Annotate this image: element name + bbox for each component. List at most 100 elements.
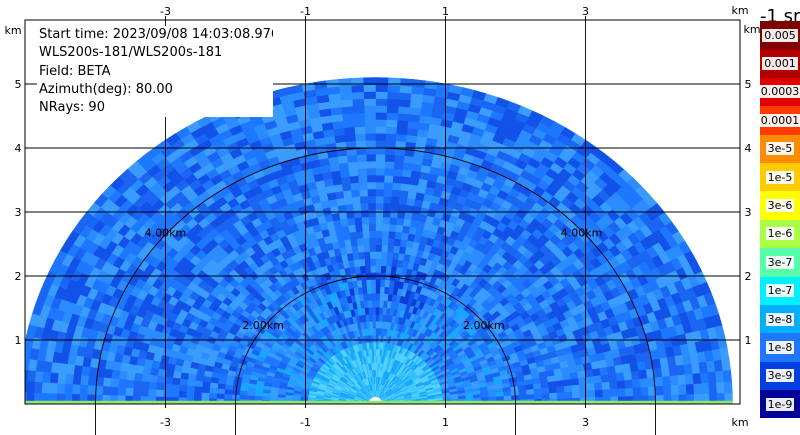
field-cell — [345, 140, 357, 149]
field-cell — [342, 119, 355, 129]
field-cell — [325, 79, 340, 88]
field-cell — [343, 196, 353, 206]
field-cell — [379, 293, 385, 301]
colorbar-swatch: 3e-7 — [760, 248, 800, 277]
x-unit-bottom: km — [731, 416, 748, 429]
field-cell — [363, 91, 376, 99]
colorbar-swatch: 0.005 — [760, 21, 800, 50]
field-cell — [616, 379, 626, 389]
field-cell — [375, 237, 383, 245]
field-cell — [368, 216, 376, 225]
field-cell — [693, 382, 703, 395]
colorbar-label: 3e-5 — [765, 142, 795, 156]
field-cell — [411, 79, 426, 88]
field-cell — [541, 392, 551, 399]
field-cell — [172, 371, 182, 380]
field-cell — [340, 175, 351, 185]
field-cell — [391, 252, 400, 261]
field-cell — [716, 381, 725, 394]
field-cell — [368, 230, 376, 239]
field-cell — [353, 126, 366, 135]
field-cell — [200, 392, 210, 399]
colorbar-label: 1e-7 — [765, 284, 795, 298]
colorbar-label: 1e-6 — [765, 227, 795, 241]
field-cell — [246, 395, 255, 401]
field-cell — [380, 258, 387, 267]
field-cell — [366, 167, 376, 176]
colorbar-swatch: 3e-5 — [760, 134, 800, 163]
field-cell — [385, 133, 397, 142]
x-tick-label-bottom: -3 — [160, 416, 171, 429]
field-cell — [155, 382, 165, 391]
field-cell — [364, 119, 376, 127]
field-cell — [141, 373, 151, 383]
range-ring-tail — [95, 404, 656, 435]
field-cell — [238, 394, 248, 401]
field-cell — [397, 98, 411, 108]
field-cell — [670, 384, 680, 395]
field-cell — [375, 84, 389, 93]
field-cell — [707, 371, 717, 384]
field-cell — [349, 182, 360, 191]
field-cell — [365, 139, 376, 148]
field-cell — [124, 387, 134, 397]
x-tick-label-top: -1 — [300, 5, 311, 18]
field-cell — [364, 125, 376, 134]
field-cell — [346, 154, 358, 163]
field-cell — [343, 126, 356, 136]
field-cell — [359, 195, 369, 204]
field-cell — [25, 381, 28, 394]
field-cell — [375, 153, 386, 162]
range-ring-label: 4.00km — [561, 227, 603, 240]
field-cell — [156, 375, 166, 385]
colorbar-swatch: 1e-9 — [760, 390, 800, 419]
field-cell — [389, 202, 399, 212]
field-cell — [366, 181, 376, 190]
field-cell — [375, 285, 381, 294]
field-cell — [387, 237, 395, 246]
field-cell — [117, 387, 126, 397]
field-cell — [170, 384, 180, 392]
field-cell — [394, 224, 404, 233]
range-ring — [235, 275, 516, 405]
field-cell — [382, 216, 391, 225]
field-cell — [162, 390, 172, 398]
range-ring-label: 2.00km — [242, 319, 284, 332]
field-cell — [26, 370, 36, 383]
nrays-text: NRays: 90 — [39, 100, 105, 116]
field-cell — [685, 383, 695, 395]
field-cell — [356, 244, 365, 253]
azimuth-text: Azimuth(deg): 80.00 — [39, 81, 173, 97]
field-cell — [375, 341, 379, 350]
field-cell — [375, 112, 387, 120]
field-cell — [132, 380, 142, 390]
field-cell — [384, 160, 395, 169]
colorbar-swatch: 0.001 — [760, 49, 800, 78]
field-text: Field: BETA — [39, 63, 111, 79]
field-cell — [723, 380, 733, 394]
field-cell — [71, 384, 81, 395]
range-ring-label: 2.00km — [463, 319, 505, 332]
field-cell — [385, 119, 398, 128]
field-cell — [365, 279, 372, 287]
field-cell — [380, 265, 387, 274]
field-cell — [313, 80, 328, 90]
field-cell — [375, 195, 384, 204]
field-cell — [380, 251, 388, 260]
colorbar-label: 1e-8 — [765, 340, 795, 354]
field-cell — [382, 209, 391, 218]
field-cell — [386, 251, 394, 260]
field-cell — [25, 335, 35, 349]
field-cell — [352, 209, 362, 219]
x-tick-label-top: 3 — [582, 5, 589, 18]
field-cell — [350, 84, 364, 93]
field-cell — [370, 285, 376, 294]
field-cell — [369, 251, 376, 259]
field-cell — [700, 382, 710, 394]
field-cell — [109, 386, 119, 397]
field-cell — [347, 161, 358, 170]
field-cell — [344, 203, 354, 212]
field-cell — [571, 384, 581, 392]
field-cell — [386, 91, 400, 100]
field-cell — [375, 244, 382, 252]
